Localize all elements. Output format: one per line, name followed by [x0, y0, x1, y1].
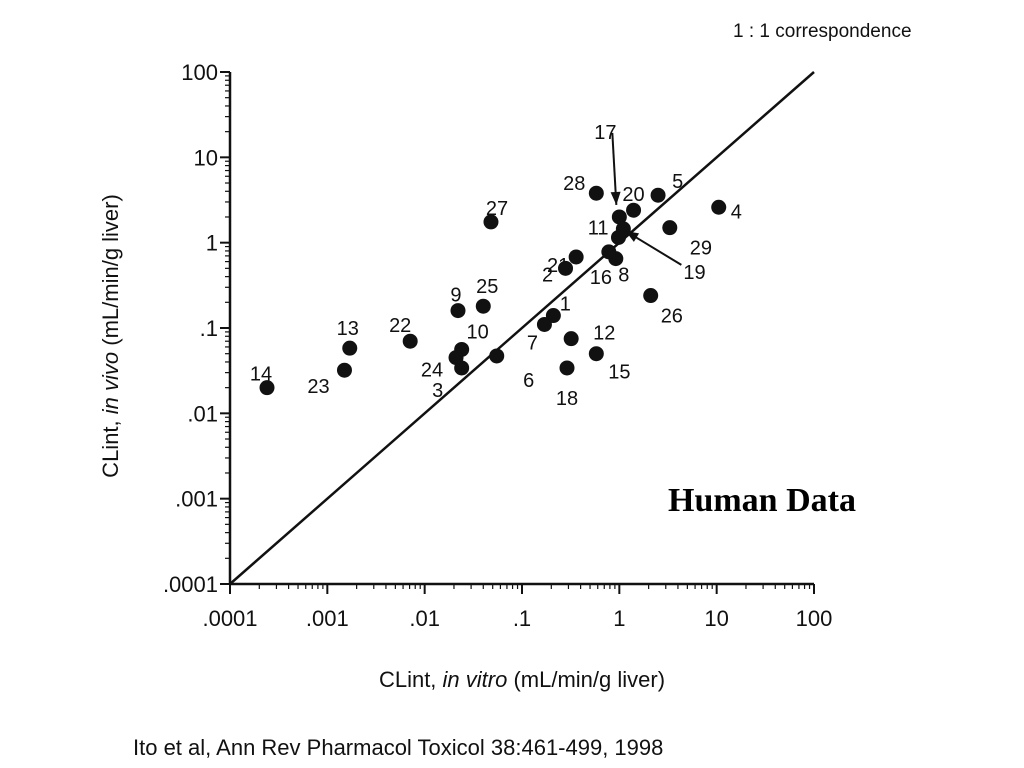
data-point	[450, 303, 466, 319]
point-label: 14	[250, 364, 272, 386]
axes	[228, 72, 814, 586]
data-point	[342, 340, 358, 356]
x-tick-label: 1	[613, 606, 625, 631]
data-point	[588, 185, 604, 201]
data-point	[568, 249, 584, 265]
x-tick-label: .0001	[202, 606, 257, 631]
point-label: 11	[588, 217, 609, 239]
data-point	[402, 333, 418, 349]
citation: Ito et al, Ann Rev Pharmacol Toxicol 38:…	[133, 735, 663, 760]
point-label: 28	[563, 173, 585, 195]
point-label: 1	[560, 294, 571, 316]
point-label: 26	[661, 306, 683, 328]
reference-line-group	[229, 71, 815, 585]
data-point	[536, 316, 552, 332]
data-point	[558, 260, 574, 276]
data-point	[601, 244, 617, 260]
data-point	[650, 187, 666, 203]
point-label: 27	[486, 198, 508, 220]
x-tick-label: .1	[513, 606, 531, 631]
point-label: 17	[594, 122, 616, 144]
point-label: 13	[337, 318, 359, 340]
point-label: 3	[432, 380, 443, 402]
point-label: 24	[421, 360, 443, 382]
point-label: 23	[307, 376, 329, 398]
data-point	[563, 331, 579, 347]
data-point	[611, 209, 627, 225]
point-label: 20	[622, 184, 644, 206]
arrow-19-head	[625, 230, 640, 242]
data-point	[711, 199, 727, 215]
reference-line-label: 1 : 1 correspondence	[733, 21, 912, 42]
point-label: 29	[690, 238, 712, 260]
point-label: 19	[683, 262, 705, 284]
point-label: 5	[672, 171, 683, 193]
x-tick-label: .001	[306, 606, 349, 631]
data-point	[643, 288, 659, 304]
annotation-arrows	[610, 132, 682, 266]
y-tick-label: .01	[187, 401, 218, 426]
point-label: 22	[389, 315, 411, 337]
data-point	[559, 360, 575, 376]
point-label: 12	[593, 323, 615, 345]
point-label: 16	[590, 267, 612, 289]
data-point	[259, 380, 275, 396]
point-label: 6	[523, 370, 534, 392]
data-point	[483, 214, 499, 230]
data-point	[475, 298, 491, 314]
data-point	[662, 220, 678, 236]
y-tick-label: 10	[194, 145, 218, 170]
y-tick-label: .001	[175, 487, 218, 512]
chart-annotation: Human Data	[668, 482, 856, 519]
y-tick-label: .0001	[163, 572, 218, 597]
data-point	[448, 350, 464, 366]
y-tick-label: 1	[206, 231, 218, 256]
point-label: 18	[556, 388, 578, 410]
point-label: 10	[467, 321, 489, 343]
point-label: 8	[618, 265, 629, 287]
arrow-17-head	[610, 191, 621, 205]
y-tick-label: .1	[200, 316, 218, 341]
x-tick-label: 10	[704, 606, 728, 631]
data-point	[588, 346, 604, 362]
data-point	[336, 362, 352, 378]
y-tick-label: 100	[181, 60, 218, 85]
x-tick-label: 100	[796, 606, 833, 631]
point-label: 25	[476, 276, 498, 298]
point-label: 15	[608, 362, 630, 384]
axis-ticks: .0001 .001 .01 .1 1 10 100 .0001 .001 .01 .1 1 10 100	[163, 60, 832, 631]
reference-line	[229, 71, 815, 585]
data-point	[489, 348, 505, 364]
point-label: 2	[542, 264, 553, 286]
y-axis-label: CLint, in vivo (mL/min/g liver)	[98, 194, 123, 478]
x-tick-label: .01	[409, 606, 440, 631]
point-label: 21	[547, 255, 569, 277]
point-label: 7	[527, 332, 538, 354]
data-point	[626, 202, 642, 218]
x-axis-label: CLint, in vitro (mL/min/g liver)	[379, 667, 665, 692]
data-points	[259, 185, 727, 396]
point-label: 9	[450, 285, 461, 307]
point-label: 4	[731, 201, 742, 223]
